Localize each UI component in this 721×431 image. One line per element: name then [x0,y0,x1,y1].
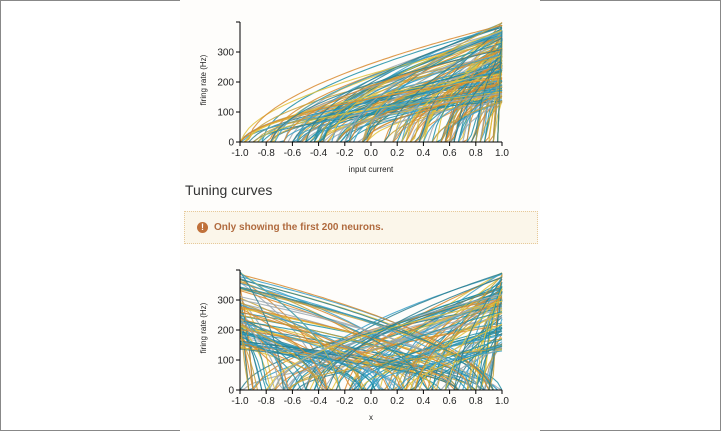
tuning-curve [239,282,502,391]
x-tick-label: 0.8 [469,396,483,407]
tuning-curve [240,48,503,143]
tuning-curve [240,91,503,143]
x-tick-label: 0.2 [390,396,404,407]
x-tick-label: -0.2 [336,148,354,159]
axes-group: -1.0 -0.8 -0.6 -0.4 -0.2 0.0 0.2 0.4 0.6 0.8 1.0 0 1… [217,21,509,159]
tuning-curve [239,299,502,391]
x-tick-label: 0.0 [364,396,378,407]
x-tick-label: -0.6 [284,396,302,407]
tuning-curve [240,24,503,143]
x-tick-label: -0.2 [336,396,354,407]
curves-group [239,22,503,143]
tuning-curve [240,56,503,143]
tuning-curve [240,54,503,143]
x-tick-label: 0.8 [469,148,483,159]
axes-group: -1.0 -0.8 -0.6 -0.4 -0.2 0.0 0.2 0.4 0.6 0.8 1.0 0 1… [217,269,509,407]
y-tick-label: 100 [217,356,234,367]
x-axis-label: input current [349,165,394,174]
neuron-limit-alert: ! Only showing the first 200 neurons. [184,211,538,244]
tuning-curve [239,273,502,391]
x-tick-label: 1.0 [495,148,509,159]
tuning-curve [240,35,503,143]
tuning-curve [240,298,503,391]
tuning-curve [240,293,503,391]
x-tick-label: 0.2 [390,148,404,159]
tuning-curve [239,77,503,143]
y-axis-label: firing rate (Hz) [199,54,208,105]
x-tick-label: 0.6 [443,148,457,159]
tuning-curve [239,41,503,143]
y-tick-label: 300 [217,296,234,307]
curves-group [239,271,503,391]
tuning-chart-x: -1.0 -0.8 -0.6 -0.4 -0.2 0.0 0.2 0.4 0.6 0.8 1.0 0 1… [199,269,509,422]
tuning-curve [239,286,502,391]
x-tick-label: -1.0 [231,148,249,159]
exclamation-circle-icon: ! [197,222,208,233]
x-tick-label: -0.4 [310,396,328,407]
x-axis-label: x [369,413,373,422]
x-tick-label: 0.6 [443,396,457,407]
y-tick-label: 100 [217,108,234,119]
x-tick-label: -0.6 [284,148,302,159]
x-tick-label: -0.4 [310,148,328,159]
y-axis-label: firing rate (Hz) [199,302,208,353]
y-tick-label: 0 [228,386,234,397]
x-tick-label: 0.4 [416,396,430,407]
x-tick-label: 1.0 [495,396,509,407]
alert-text: Only showing the first 200 neurons. [214,222,384,233]
y-tick-label: 200 [217,78,234,89]
tuning-curve [240,300,503,391]
x-tick-label: -0.8 [258,396,276,407]
x-tick-label: -0.8 [258,148,276,159]
x-tick-label: -1.0 [231,396,249,407]
tuning-curve [240,26,503,143]
x-tick-label: 0.0 [364,148,378,159]
y-tick-label: 300 [217,48,234,59]
x-tick-label: 0.4 [416,148,430,159]
y-tick-label: 0 [228,138,234,149]
y-tick-label: 200 [217,326,234,337]
section-heading: Tuning curves [185,182,273,198]
tuning-chart-input-current: -1.0 -0.8 -0.6 -0.4 -0.2 0.0 0.2 0.4 0.6 0.8 1.0 0 1… [199,21,509,174]
